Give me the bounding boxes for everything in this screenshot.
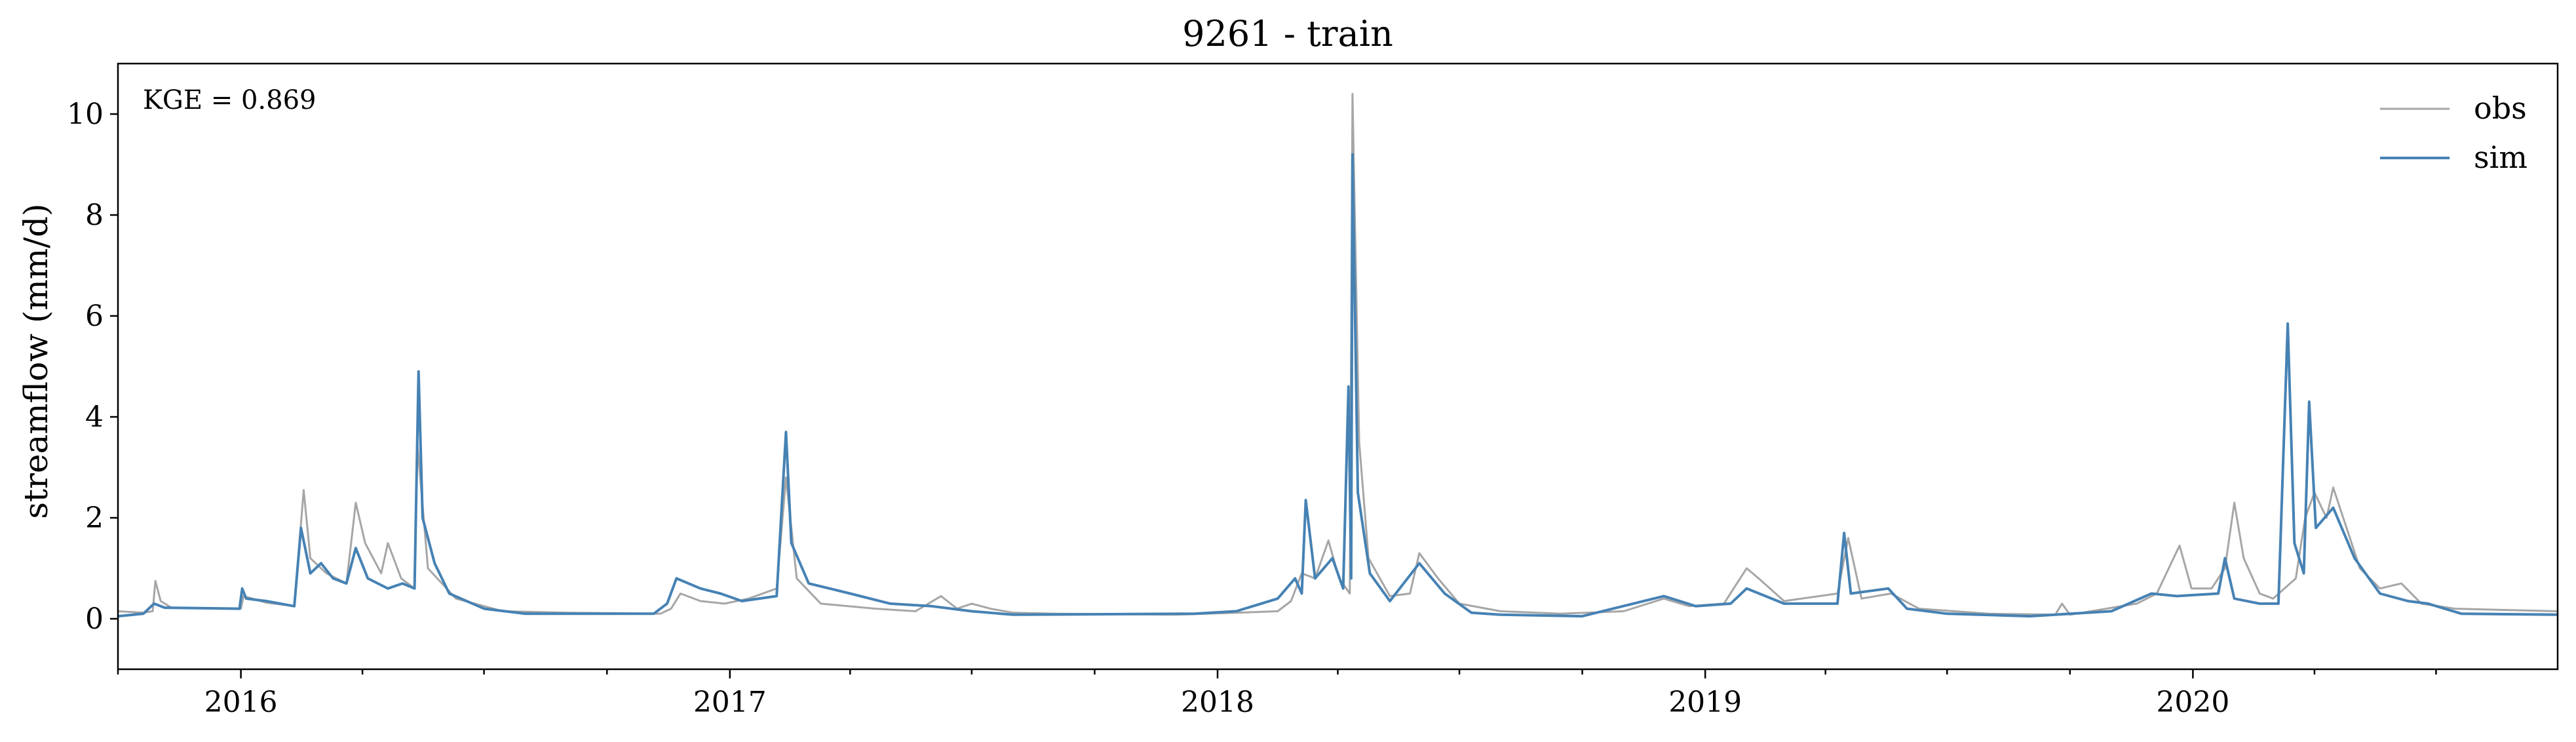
x-tick-label: 2019 — [1668, 686, 1742, 719]
y-tick-label: 4 — [85, 400, 104, 434]
chart-title: 9261 - train — [1182, 13, 1393, 54]
series-line-obs — [117, 92, 2558, 616]
x-tick-label: 2016 — [204, 686, 278, 719]
legend-label-obs: obs — [2474, 90, 2527, 126]
x-ticks: 2016 2017 2018 2019 2020 — [117, 669, 2437, 719]
legend: obs sim — [2380, 90, 2528, 175]
kge-annotation: KGE = 0.869 — [143, 85, 317, 115]
y-tick-label: 10 — [67, 98, 104, 131]
series-layer — [117, 92, 2558, 618]
series-line-sim — [117, 153, 2558, 618]
y-tick-label: 0 — [85, 602, 104, 636]
x-tick-label: 2018 — [1181, 686, 1254, 719]
y-axis-label: streamflow (mm/d) — [17, 203, 55, 518]
x-tick-label: 2020 — [2156, 686, 2229, 719]
y-tick-label: 2 — [85, 501, 104, 535]
y-ticks: 0 2 4 6 8 10 — [67, 98, 118, 636]
legend-label-sim: sim — [2474, 140, 2528, 175]
x-tick-label: 2017 — [693, 686, 767, 719]
plot-frame — [117, 62, 2559, 671]
y-tick-label: 6 — [85, 300, 104, 333]
y-tick-label: 8 — [85, 199, 104, 232]
